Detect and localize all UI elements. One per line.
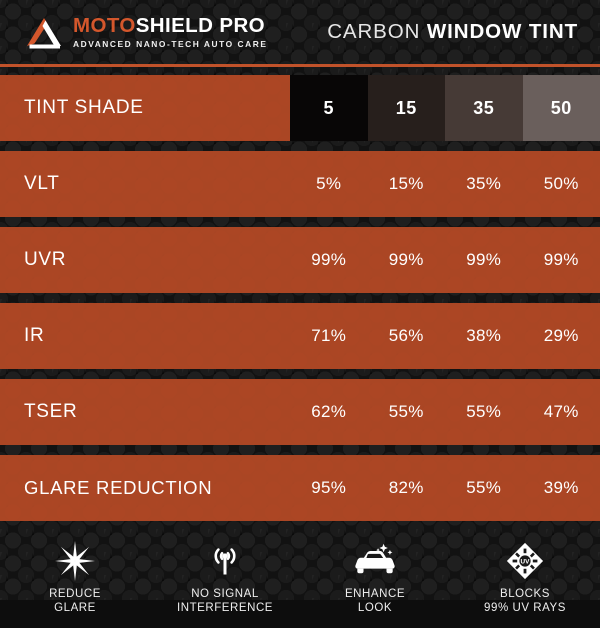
feature-blocks-uv: UV BLOCKS 99% UV RAYS [450, 531, 600, 628]
table-row-tser: TSER 62% 55% 55% 47% [0, 379, 600, 445]
cell-ir-50: 29% [523, 303, 600, 369]
page-title: CARBON WINDOW TINT [327, 20, 578, 44]
page-title-bold: WINDOW TINT [427, 20, 578, 43]
page-title-thin: CARBON [327, 20, 420, 43]
cell-glare-50: 39% [523, 455, 600, 521]
shade-swatch-5[interactable]: 5 [290, 75, 368, 141]
cell-tser-15: 55% [368, 379, 446, 445]
table-row-uvr: UVR 99% 99% 99% 99% [0, 227, 600, 293]
row-label-vlt: VLT [0, 151, 290, 217]
cell-glare-35: 55% [445, 455, 523, 521]
car-sparkle-icon [353, 543, 397, 579]
cell-vlt-35: 35% [445, 151, 523, 217]
table-header-row: TINT SHADE 5 15 35 50 [0, 75, 600, 141]
feature-no-signal-interference: NO SIGNAL INTERFERENCE [150, 531, 300, 628]
cell-glare-15: 82% [368, 455, 446, 521]
brand-name-part2: SHIELD [136, 14, 214, 37]
feature-label-no-signal-interference: NO SIGNAL INTERFERENCE [177, 587, 273, 615]
header-bar: MOTOSHIELD PRO ADVANCED NANO-TECH AUTO C… [0, 0, 600, 67]
cell-uvr-50: 99% [523, 227, 600, 293]
brand-tagline: ADVANCED NANO-TECH AUTO CARE [73, 40, 267, 48]
svg-text:UV: UV [521, 559, 531, 566]
cell-tser-5: 62% [290, 379, 368, 445]
cell-uvr-35: 99% [445, 227, 523, 293]
cell-ir-5: 71% [290, 303, 368, 369]
cell-uvr-5: 99% [290, 227, 368, 293]
brand-name-part3: PRO [213, 14, 265, 37]
feature-reduce-glare: REDUCE GLARE [0, 531, 150, 628]
row-label-tser: TSER [0, 379, 290, 445]
brand-name-part1: MOTO [73, 14, 136, 37]
sparkle-star-icon [55, 541, 95, 581]
brand-name: MOTOSHIELD PRO [73, 16, 267, 37]
cell-glare-5: 95% [290, 455, 368, 521]
row-label-glare-reduction: GLARE REDUCTION [0, 455, 290, 521]
cell-tser-35: 55% [445, 379, 523, 445]
shade-swatch-35[interactable]: 35 [445, 75, 523, 141]
brand-logo: MOTOSHIELD PRO ADVANCED NANO-TECH AUTO C… [24, 15, 267, 49]
shade-swatches: 5 15 35 50 [290, 75, 600, 141]
cell-vlt-5: 5% [290, 151, 368, 217]
table-row-vlt: VLT 5% 15% 35% 50% [0, 151, 600, 217]
cell-vlt-15: 15% [368, 151, 446, 217]
cell-vlt-50: 50% [523, 151, 600, 217]
feature-strip: REDUCE GLARE NO SIGNAL INTERFERENCE [0, 531, 600, 628]
cell-ir-15: 56% [368, 303, 446, 369]
feature-enhance-look: ENHANCE LOOK [300, 531, 450, 628]
row-label-ir: IR [0, 303, 290, 369]
cell-uvr-15: 99% [368, 227, 446, 293]
row-label-uvr: UVR [0, 227, 290, 293]
table-row-glare-reduction: GLARE REDUCTION 95% 82% 55% 39% [0, 455, 600, 521]
uv-shield-icon: UV [505, 541, 545, 581]
shade-swatch-50[interactable]: 50 [523, 75, 600, 141]
tint-spec-sheet: MOTOSHIELD PRO ADVANCED NANO-TECH AUTO C… [0, 0, 600, 600]
feature-label-enhance-look: ENHANCE LOOK [345, 587, 405, 615]
signal-antenna-icon [206, 542, 244, 580]
feature-label-blocks-uv: BLOCKS 99% UV RAYS [484, 587, 566, 615]
table-header-label: TINT SHADE [0, 75, 290, 141]
shade-swatch-15[interactable]: 15 [368, 75, 446, 141]
spec-table: TINT SHADE 5 15 35 50 VLT 5% 15% 35% 50%… [0, 67, 600, 521]
cell-tser-50: 47% [523, 379, 600, 445]
feature-label-reduce-glare: REDUCE GLARE [49, 587, 101, 615]
cell-ir-35: 38% [445, 303, 523, 369]
triangle-logo-icon [24, 15, 64, 49]
table-row-ir: IR 71% 56% 38% 29% [0, 303, 600, 369]
